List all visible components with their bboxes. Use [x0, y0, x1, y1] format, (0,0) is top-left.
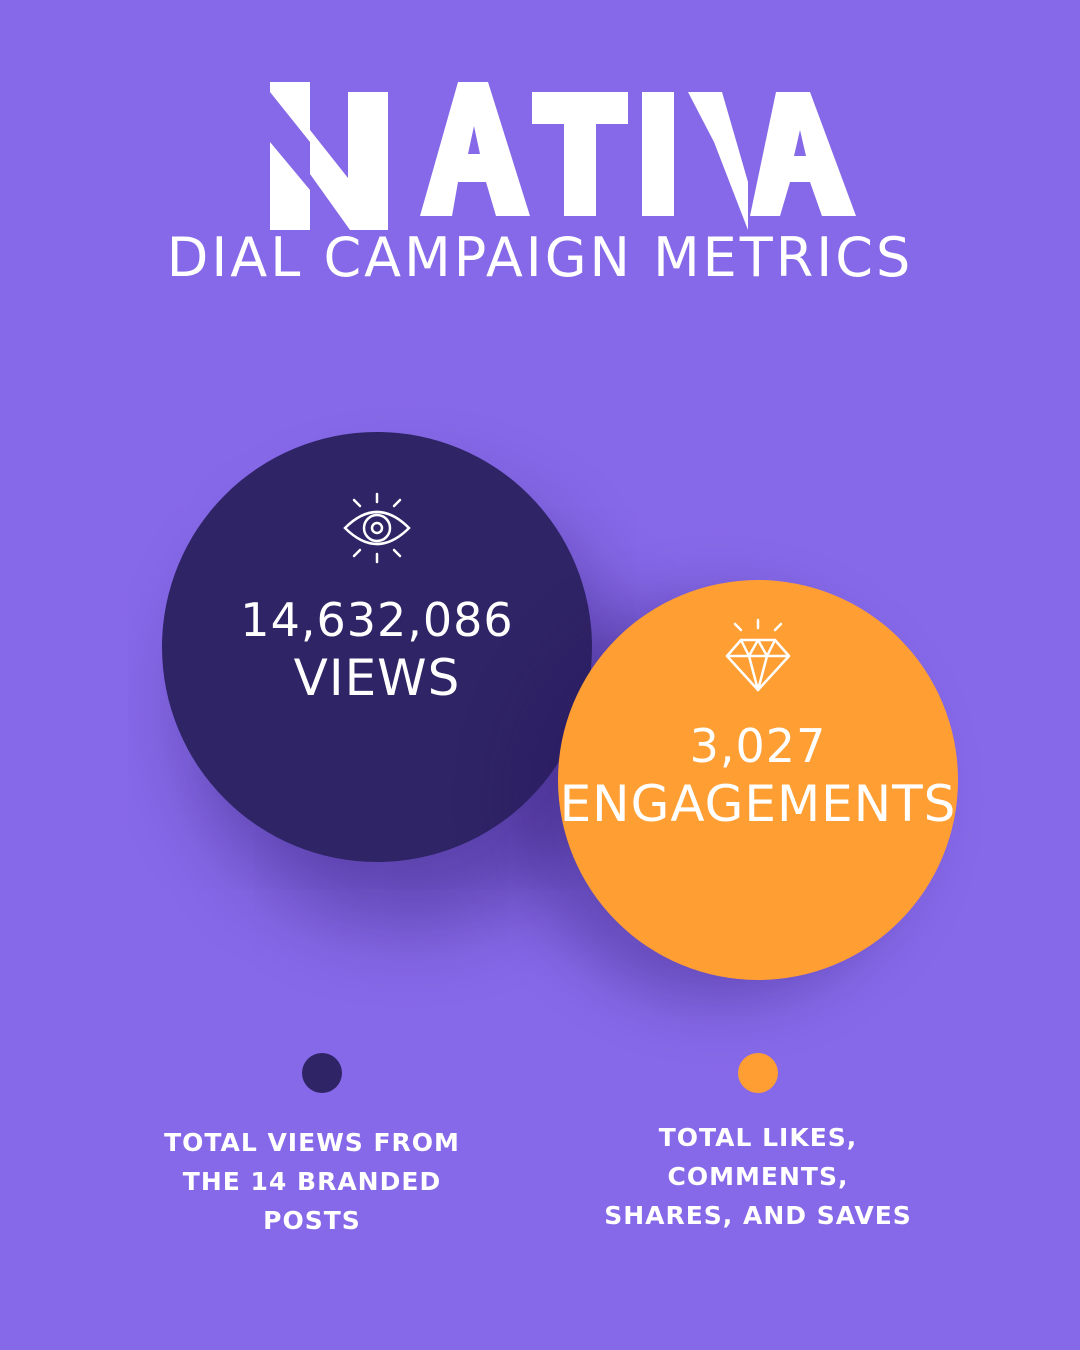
views-caption-line: TOTAL VIEWS FROM [164, 1128, 460, 1157]
views-metric-circle: 14,632,086 VIEWS [162, 432, 592, 862]
engagements-metric-circle: 3,027 ENGAGEMENTS [558, 580, 958, 980]
views-caption-line: POSTS [263, 1206, 361, 1235]
engagements-caption-line: SHARES, AND SAVES [604, 1201, 912, 1230]
engagements-caption-line: COMMENTS, [667, 1162, 849, 1191]
engagements-legend-dot [738, 1053, 778, 1093]
views-caption: TOTAL VIEWS FROM THE 14 BRANDED POSTS [152, 1123, 472, 1240]
engagements-value: 3,027 [689, 719, 827, 773]
views-value: 14,632,086 [240, 593, 514, 647]
engagements-caption: TOTAL LIKES, COMMENTS, SHARES, AND SAVES [598, 1118, 918, 1235]
page-subtitle: DIAL CAMPAIGN METRICS [166, 226, 914, 289]
engagements-caption-line: TOTAL LIKES, [658, 1123, 858, 1152]
eye-icon [343, 492, 411, 564]
diamond-icon [725, 618, 791, 692]
views-legend-dot [302, 1053, 342, 1093]
views-label: VIEWS [293, 649, 461, 707]
views-caption-line: THE 14 BRANDED [182, 1167, 442, 1196]
nativa-logo [270, 82, 856, 230]
engagements-label: ENGAGEMENTS [559, 775, 957, 833]
